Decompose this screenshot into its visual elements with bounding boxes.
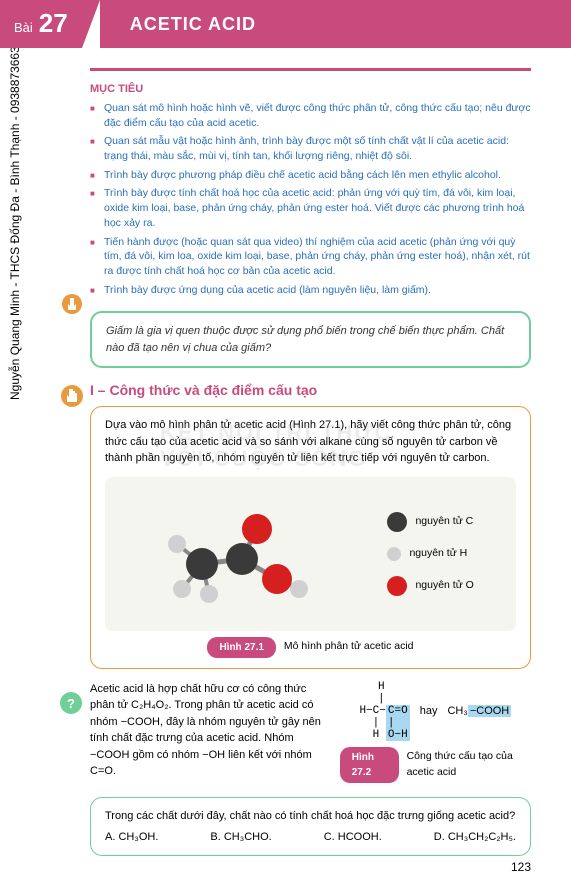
legend-o-label: nguyên tử O — [415, 578, 473, 594]
option-d: D. CH₃CH₂C₂H₅. — [434, 829, 516, 846]
option-a: A. CH₃OH. — [105, 829, 158, 846]
option-c: C. HCOOH. — [324, 829, 382, 846]
options-row: A. CH₃OH. B. CH₃CHO. C. HCOOH. D. CH₃CH₂… — [105, 829, 516, 846]
activity-box: Dựa vào mô hình phân tử acetic acid (Hìn… — [90, 406, 531, 669]
fig1-caption: Mô hình phân tử acetic acid — [284, 639, 414, 655]
condensed-formula: CH₃−COOH — [447, 703, 511, 720]
condensed-right: −COOH — [468, 705, 511, 717]
condensed-left: CH₃ — [447, 705, 467, 717]
objective-item: Quan sát mẫu vật hoặc hình ảnh, trình bà… — [90, 134, 531, 163]
molecule-model — [147, 489, 327, 619]
legend: nguyên tử C nguyên tử H nguyên tử O — [387, 512, 473, 596]
figure-2-label: Hình 27.2 Công thức cấu tạo của acetic a… — [340, 747, 531, 783]
figure-1-label: Hình 27.1 Mô hình phân tử acetic acid — [105, 637, 516, 658]
sidebar-attribution: Nguyễn Quang Minh - THCS Đống Đa - Bình … — [8, 46, 22, 400]
molecular-formula: C₂H₄O₂ — [131, 699, 168, 711]
pointer-icon — [60, 292, 84, 316]
lesson-label: Bài — [14, 20, 33, 35]
lesson-tab: Bài 27 — [0, 0, 82, 48]
legend-h-label: nguyên tử H — [409, 546, 467, 562]
formula-column: H | H−C−C=O | | H O−H hay CH₃−COOH Hình … — [340, 681, 531, 783]
atom-c-icon — [387, 512, 407, 532]
legend-c-label: nguyên tử C — [415, 514, 473, 530]
objective-item: Tiến hành được (hoặc quan sát qua video)… — [90, 235, 531, 279]
activity-text: Dựa vào mô hình phân tử acetic acid (Hìn… — [105, 419, 511, 464]
objective-item: Trình bày được tính chất hoá học của ace… — [90, 186, 531, 230]
legend-o: nguyên tử O — [387, 576, 473, 596]
question-text: Trong các chất dưới đây, chất nào có tín… — [105, 808, 516, 825]
intro-text: Giấm là gia vị quen thuộc được sử dụng p… — [106, 325, 504, 354]
lesson-number: 27 — [39, 8, 68, 39]
fig2-pill: Hình 27.2 — [340, 747, 399, 783]
atom-h-icon — [387, 547, 401, 561]
divider — [90, 68, 531, 71]
objective-item: Trình bày được phương pháp điều chế acet… — [90, 168, 531, 183]
page-number: 123 — [511, 860, 531, 874]
atom-o-icon — [387, 576, 407, 596]
fig1-pill: Hình 27.1 — [207, 637, 275, 658]
body-text: Acetic acid là hợp chất hữu cơ có công t… — [90, 681, 324, 783]
formula-block: H | H−C−C=O | | H O−H hay CH₃−COOH — [340, 681, 531, 741]
fig2-caption: Công thức cấu tạo của acetic acid — [407, 749, 531, 781]
legend-c: nguyên tử C — [387, 512, 473, 532]
lesson-title: ACETIC ACID — [100, 0, 571, 48]
objective-item: Quan sát mô hình hoặc hình vẽ, viết được… — [90, 101, 531, 130]
question-box: Trong các chất dưới đây, chất nào có tín… — [90, 797, 531, 856]
hay-label: hay — [420, 703, 438, 720]
intro-box: Giấm là gia vị quen thuộc được sử dụng p… — [90, 311, 531, 368]
hand-icon — [60, 384, 84, 408]
option-b: B. CH₃CHO. — [210, 829, 271, 846]
section-title: I – Công thức và đặc điểm cấu tạo — [90, 382, 531, 398]
body-columns: Acetic acid là hợp chất hữu cơ có công t… — [90, 681, 531, 783]
lesson-header: Bài 27 ACETIC ACID — [0, 0, 571, 48]
objectives-list: Quan sát mô hình hoặc hình vẽ, viết được… — [90, 101, 531, 297]
question-icon: ? — [60, 692, 82, 714]
molecule-figure: nguyên tử C nguyên tử H nguyên tử O — [105, 477, 516, 631]
objective-item: Trình bày được ứng dụng của acetic acid … — [90, 283, 531, 298]
objectives-heading: MỤC TIÊU — [90, 83, 531, 95]
structural-formula: H | H−C−C=O | | H O−H — [359, 681, 409, 741]
legend-h: nguyên tử H — [387, 546, 473, 562]
